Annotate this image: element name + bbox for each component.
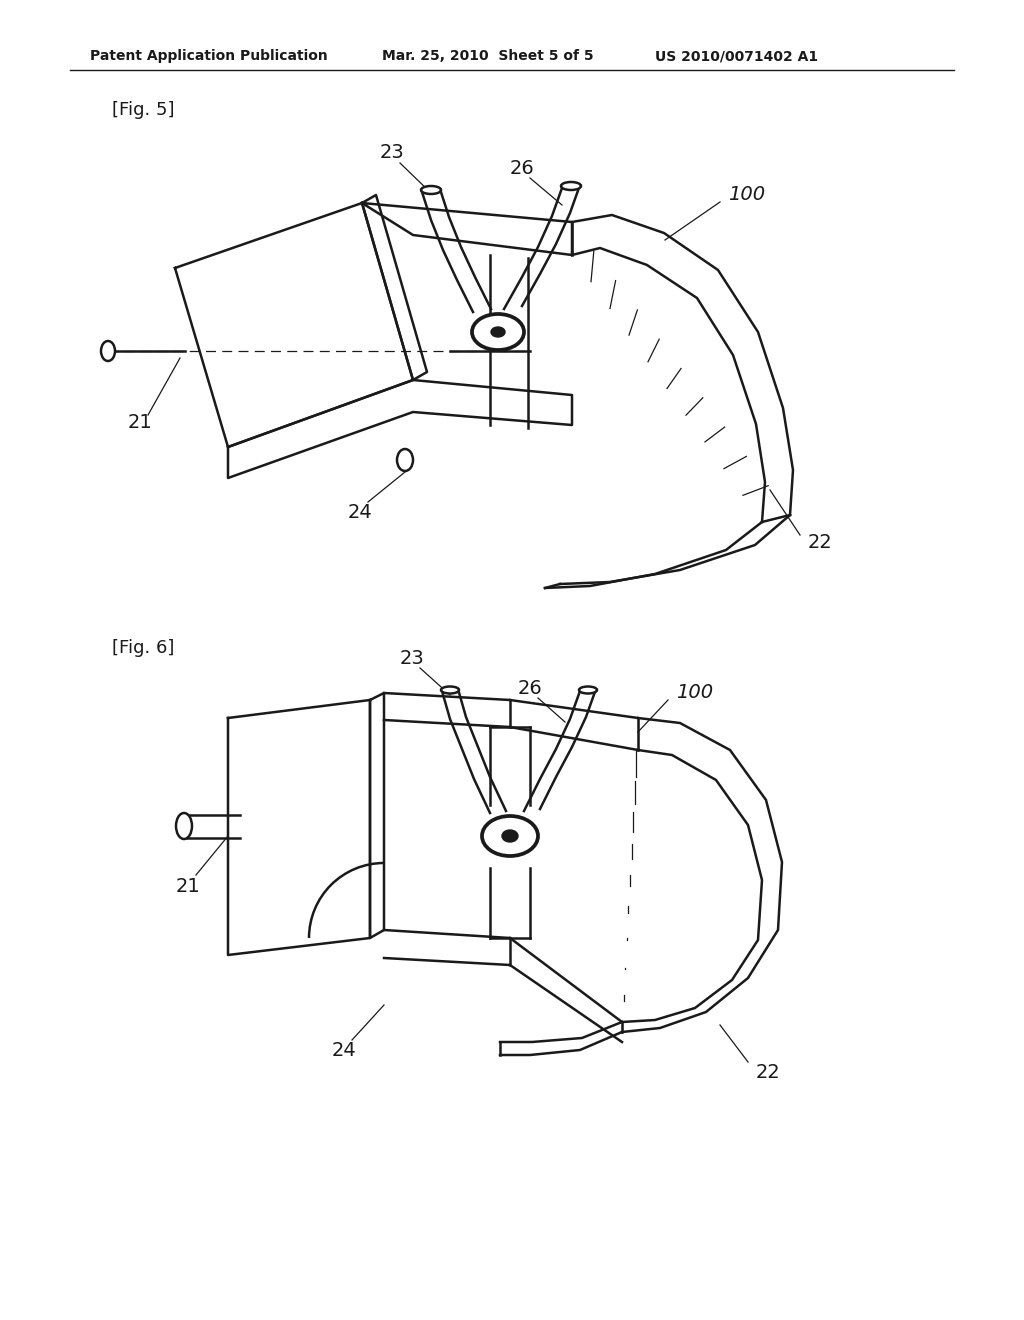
Ellipse shape [397, 449, 413, 471]
Ellipse shape [441, 686, 459, 693]
Ellipse shape [421, 186, 441, 194]
Ellipse shape [482, 816, 538, 855]
Ellipse shape [579, 686, 597, 693]
Text: Patent Application Publication: Patent Application Publication [90, 49, 328, 63]
Ellipse shape [472, 314, 524, 350]
Ellipse shape [502, 830, 518, 842]
Text: 23: 23 [380, 143, 404, 161]
Text: 26: 26 [510, 158, 535, 177]
Ellipse shape [101, 341, 115, 360]
Text: 22: 22 [756, 1063, 780, 1081]
Text: 24: 24 [332, 1040, 356, 1060]
Text: US 2010/0071402 A1: US 2010/0071402 A1 [655, 49, 818, 63]
Ellipse shape [561, 182, 581, 190]
Text: 26: 26 [517, 678, 543, 697]
Ellipse shape [176, 813, 193, 840]
Text: 22: 22 [808, 532, 833, 552]
Text: [Fig. 5]: [Fig. 5] [112, 102, 174, 119]
Text: 21: 21 [176, 876, 201, 895]
Text: 24: 24 [347, 503, 373, 521]
Text: 100: 100 [728, 186, 765, 205]
Text: 21: 21 [128, 412, 153, 432]
Text: [Fig. 6]: [Fig. 6] [112, 639, 174, 657]
Ellipse shape [490, 327, 505, 337]
Text: 100: 100 [676, 682, 713, 701]
Text: 23: 23 [399, 648, 424, 668]
Text: Mar. 25, 2010  Sheet 5 of 5: Mar. 25, 2010 Sheet 5 of 5 [382, 49, 594, 63]
